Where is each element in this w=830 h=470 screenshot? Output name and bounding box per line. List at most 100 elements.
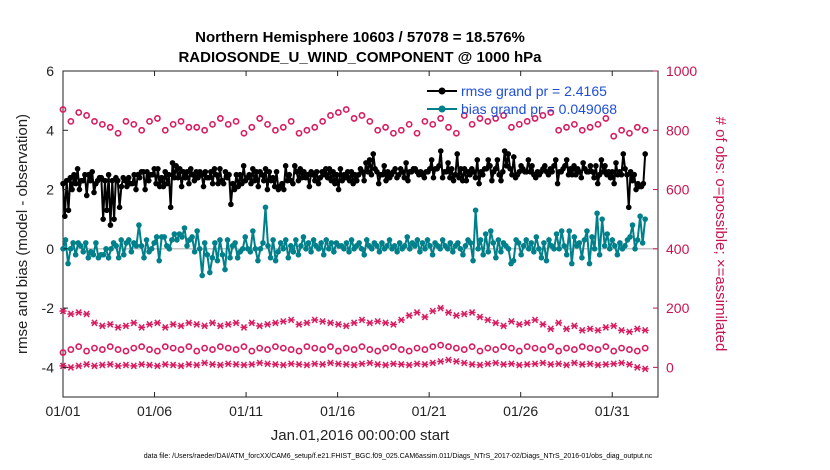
asterisk-stroke	[91, 362, 98, 370]
rmse-point	[155, 166, 161, 172]
asterisk-stroke	[421, 313, 428, 321]
asterisk-stroke	[634, 363, 641, 371]
asterisk-stroke	[579, 326, 586, 334]
obs-possible-point	[626, 346, 633, 353]
bias-point	[515, 240, 522, 246]
bias-point	[105, 254, 112, 261]
bias-point	[298, 243, 304, 249]
bias-point	[153, 234, 160, 240]
asterisk-stroke	[83, 310, 90, 318]
obs-possible-point	[547, 343, 555, 351]
bias-point	[133, 243, 140, 249]
bias-point	[166, 246, 173, 252]
bias-point	[472, 207, 479, 214]
legend-rmse-label: rmse grand pr = 2.4165	[461, 83, 607, 99]
asterisk-stroke	[193, 361, 200, 369]
rmse-point	[246, 171, 252, 178]
obs-assimilated-point	[350, 319, 358, 327]
bias-point	[414, 237, 421, 243]
bias-point	[300, 234, 307, 240]
obs-assimilated-point	[264, 360, 272, 368]
rmse-point	[368, 171, 375, 178]
obs-assimilated-point	[405, 312, 413, 319]
rmse-point	[315, 180, 322, 187]
bias-point	[234, 254, 241, 261]
obs-possible-point	[405, 347, 413, 355]
asterisk-stroke	[327, 359, 334, 367]
obs-assimilated-point	[389, 320, 397, 328]
bias-point	[77, 243, 84, 249]
rmse-point	[158, 174, 165, 181]
asterisk-stroke	[67, 310, 74, 318]
bias-point	[379, 240, 385, 246]
obs-assimilated-point	[240, 361, 248, 369]
asterisk-stroke	[59, 362, 67, 370]
obs-assimilated-point	[240, 323, 248, 331]
bias-point	[493, 254, 499, 261]
x-tick-label: 01/31	[595, 403, 630, 419]
asterisk-stroke	[67, 363, 74, 371]
rmse-point	[507, 166, 513, 172]
rmse-point	[437, 148, 444, 154]
obs-assimilated-point	[185, 360, 193, 368]
rmse-point	[591, 174, 597, 181]
asterisk-stroke	[193, 320, 200, 328]
rmse-series	[60, 148, 648, 228]
obs-possible-point	[602, 115, 610, 122]
asterisk-stroke	[146, 320, 153, 328]
obs-possible-point	[161, 126, 169, 134]
obs-assimilated-point	[208, 319, 216, 327]
y2-tick-label: 200	[666, 300, 690, 316]
bias-point	[558, 228, 565, 234]
obs-possible-point	[358, 112, 366, 119]
obs-assimilated-point	[429, 307, 437, 315]
obs-assimilated-point	[500, 360, 508, 368]
rmse-point	[211, 166, 218, 172]
asterisk-stroke	[327, 319, 334, 327]
rmse-point	[474, 157, 481, 163]
asterisk-stroke	[642, 326, 649, 334]
obs-possible-point	[515, 347, 523, 355]
rmse-point	[554, 180, 561, 187]
rmse-point	[237, 171, 243, 178]
rmse-point	[375, 180, 382, 187]
bias-point	[136, 222, 142, 228]
obs-assimilated-point	[138, 360, 146, 368]
asterisk-stroke	[571, 322, 578, 330]
obs-assimilated-point	[602, 323, 610, 331]
obs-assimilated-point	[578, 360, 586, 368]
rmse-point	[290, 180, 296, 187]
asterisk-stroke	[366, 359, 373, 367]
obs-possible-point	[421, 346, 429, 353]
obs-assimilated-point	[153, 319, 161, 327]
obs-possible-point	[224, 120, 232, 128]
asterisk-stroke	[303, 361, 310, 369]
x-tick-label: 01/21	[412, 403, 447, 419]
obs-assimilated-point	[130, 319, 138, 327]
obs-assimilated-point	[342, 360, 350, 368]
rmse-point	[273, 168, 280, 175]
obs-possible-point	[460, 346, 468, 353]
rmse-point	[421, 174, 428, 181]
rmse-point	[229, 180, 236, 187]
rmse-point	[62, 213, 68, 220]
obs-assimilated-point	[326, 359, 334, 367]
rmse-point	[525, 157, 532, 163]
rmse-point	[80, 177, 86, 184]
obs-assimilated-point	[216, 361, 224, 369]
obs-assimilated-point	[122, 322, 130, 330]
asterisk-stroke	[626, 360, 633, 368]
bias-point	[634, 237, 641, 243]
obs-possible-point	[570, 346, 578, 353]
obs-possible-point	[366, 117, 374, 125]
asterisk-stroke	[225, 360, 232, 368]
rmse-point	[100, 216, 106, 222]
obs-possible-point	[319, 346, 327, 353]
obs-assimilated-point	[216, 322, 224, 330]
obs-possible-point	[130, 120, 138, 128]
bias-point	[100, 251, 107, 258]
obs-assimilated-point	[507, 360, 515, 368]
obs-possible-point	[295, 129, 303, 137]
obs-possible-point	[610, 132, 618, 140]
bias-point	[93, 240, 99, 246]
